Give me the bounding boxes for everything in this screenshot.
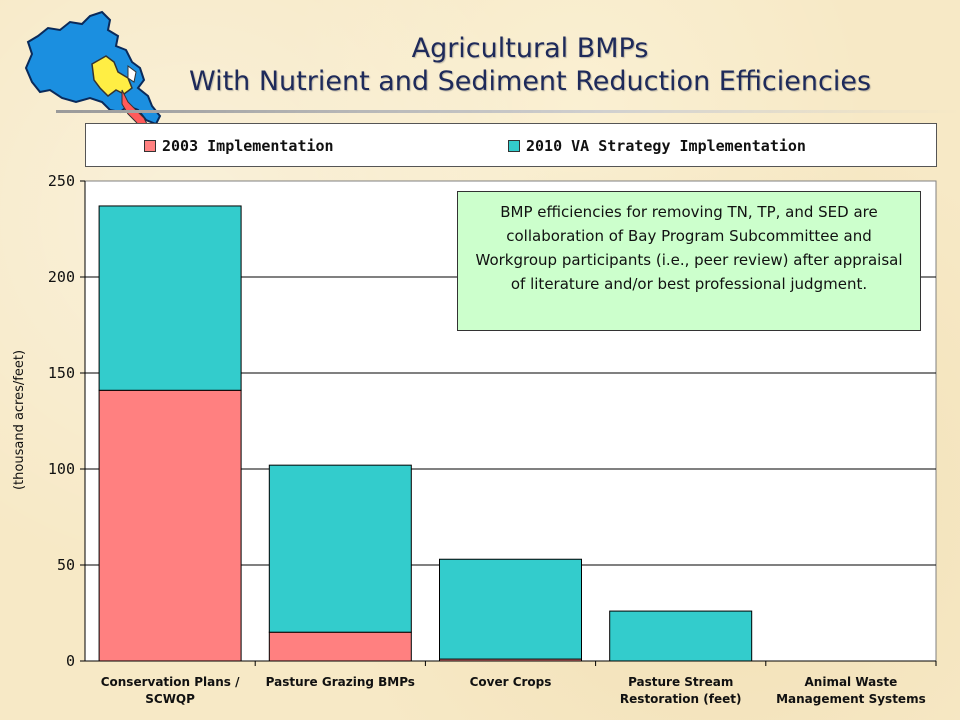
x-tick-label: Animal Waste bbox=[805, 675, 898, 689]
x-tick-label: Restoration (feet) bbox=[620, 692, 742, 706]
x-tick-label: Pasture Stream bbox=[628, 675, 733, 689]
x-tick-label: Pasture Grazing BMPs bbox=[266, 675, 415, 689]
y-tick-label: 0 bbox=[66, 652, 75, 670]
bar-segment bbox=[439, 558, 582, 660]
x-tick-label: Conservation Plans / bbox=[101, 675, 240, 689]
legend-label-2003: 2003 Implementation bbox=[162, 137, 334, 155]
y-tick-label: 250 bbox=[48, 172, 75, 190]
chart-legend: 2003 Implementation 2010 VA Strategy Imp… bbox=[85, 123, 937, 167]
bar-segment bbox=[98, 389, 242, 662]
x-tick-label: Cover Crops bbox=[470, 675, 552, 689]
title-line-2: With Nutrient and Sediment Reduction Eff… bbox=[188, 66, 872, 97]
bar-segment bbox=[268, 464, 412, 633]
bar-segment bbox=[98, 205, 242, 391]
bar-segment bbox=[609, 610, 753, 662]
legend-label-2010: 2010 VA Strategy Implementation bbox=[526, 137, 806, 155]
x-tick-label: Management Systems bbox=[776, 692, 926, 706]
legend-item-2003: 2003 Implementation bbox=[144, 137, 334, 155]
legend-item-2010: 2010 VA Strategy Implementation bbox=[508, 137, 806, 155]
legend-swatch-2010 bbox=[508, 140, 520, 152]
slide-title: Agricultural BMPs With Nutrient and Sedi… bbox=[100, 32, 960, 98]
bar-segment bbox=[268, 631, 412, 662]
efficiency-note: BMP efficiencies for removing TN, TP, an… bbox=[457, 191, 921, 331]
y-tick-label: 100 bbox=[48, 460, 75, 478]
x-tick-label: SCWQP bbox=[145, 692, 195, 706]
title-line-1: Agricultural BMPs bbox=[411, 33, 649, 64]
y-tick-label: 150 bbox=[48, 364, 75, 382]
y-axis-label: (thousand acres/feet) bbox=[12, 349, 27, 491]
legend-swatch-2003 bbox=[144, 140, 156, 152]
watershed-map-icon bbox=[10, 6, 170, 138]
y-tick-label: 50 bbox=[57, 556, 75, 574]
title-divider bbox=[56, 110, 960, 113]
y-tick-label: 200 bbox=[48, 268, 75, 286]
